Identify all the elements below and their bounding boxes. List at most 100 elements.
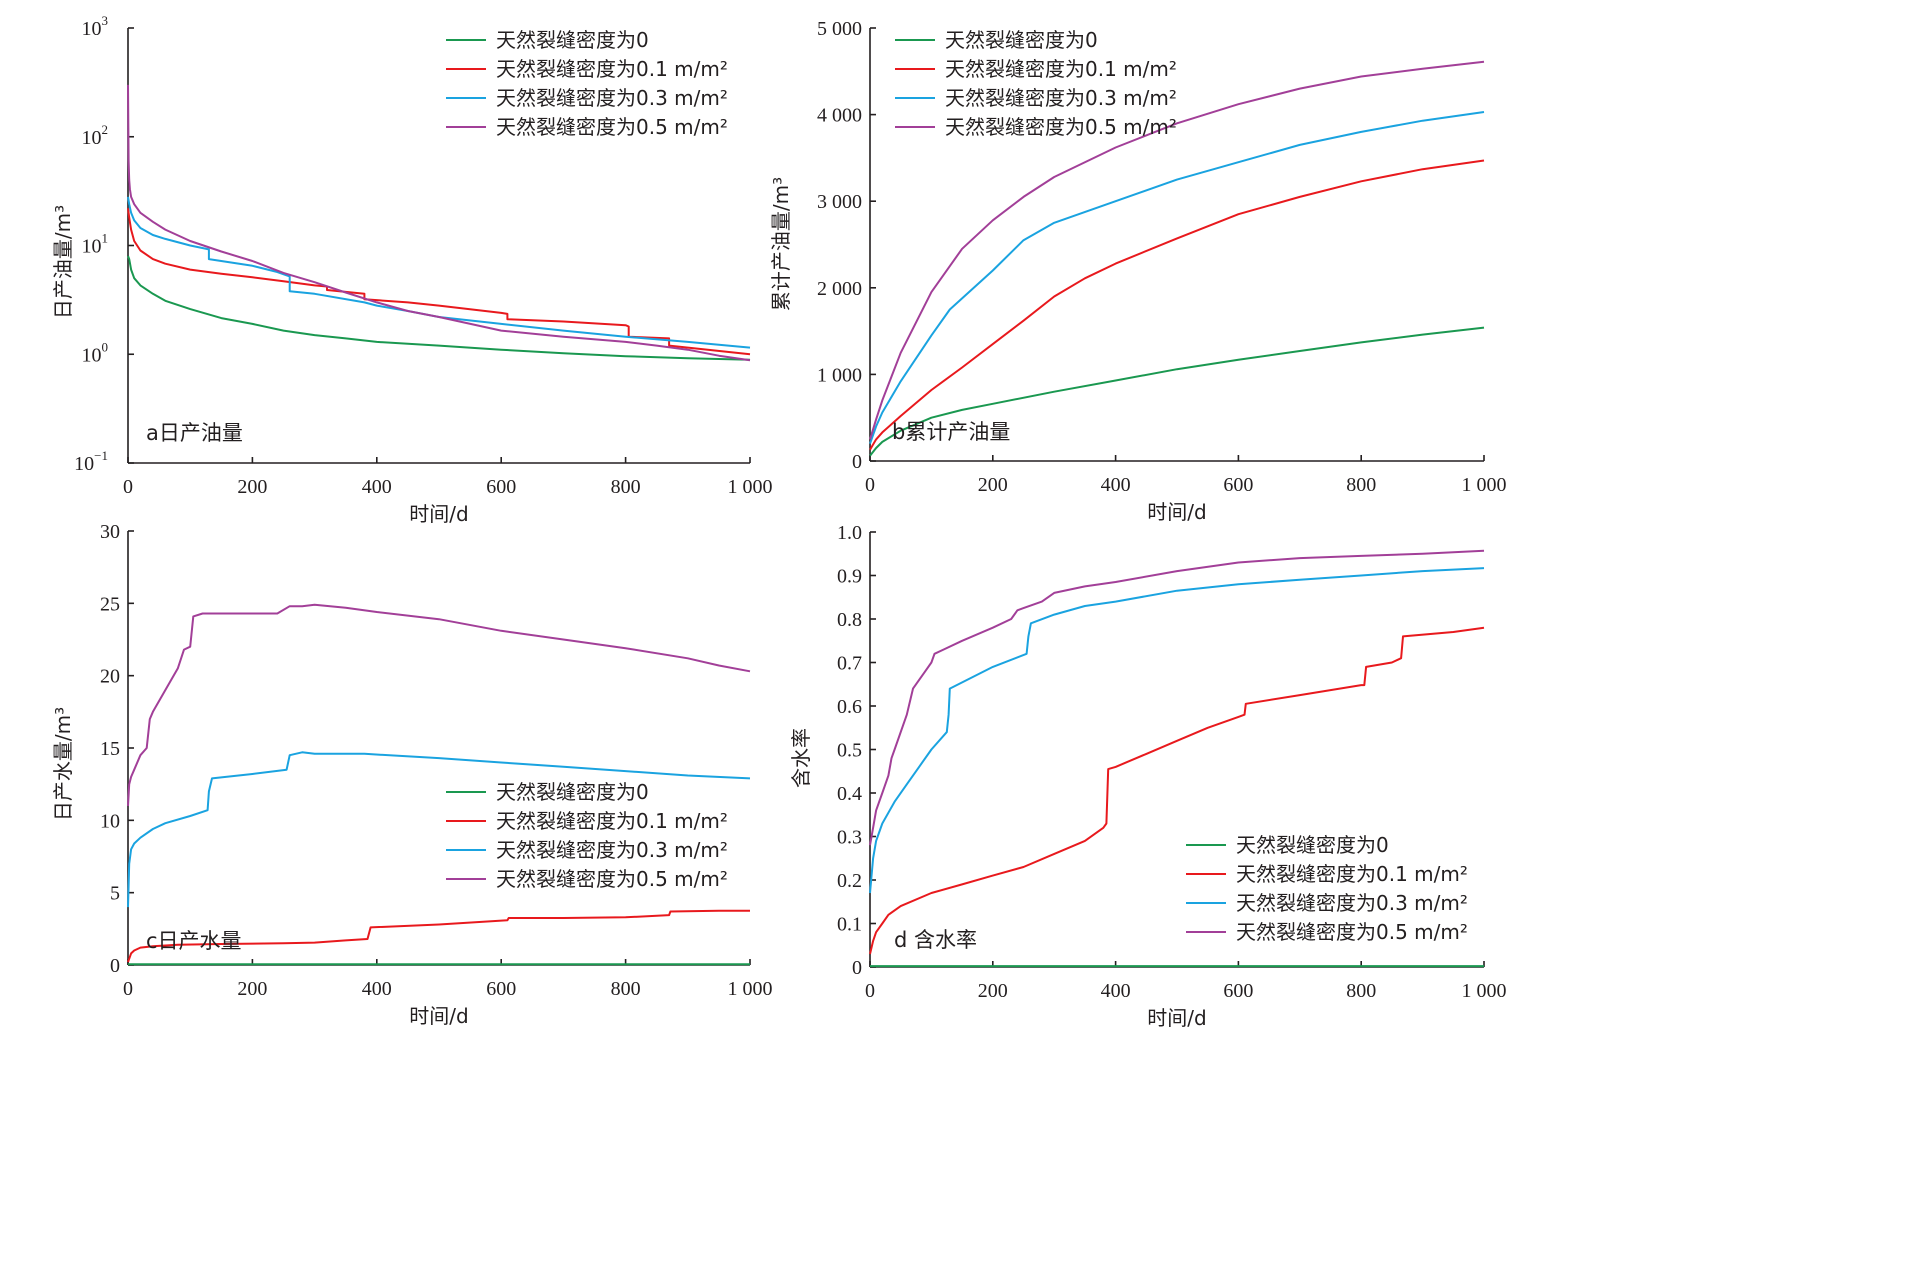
x-tick-label: 800: [1346, 980, 1376, 1002]
y-tick-base: 10: [82, 344, 102, 366]
x-tick-label: 400: [1101, 474, 1131, 496]
series-line-4: [127, 603, 751, 806]
legend-label: 天然裂缝密度为0.1 m/m²: [496, 809, 728, 833]
x-tick-label: 400: [362, 476, 392, 498]
x-tick-label: 200: [978, 474, 1008, 496]
y-tick-base: 10: [82, 127, 102, 149]
series-line-2: [127, 208, 751, 356]
x-tick-label: 1 000: [728, 476, 773, 498]
y-tick-exponent: −1: [94, 448, 108, 463]
x-tick-label: 400: [362, 978, 392, 1000]
y-tick-label: 0.5: [837, 740, 862, 762]
legend-label: 天然裂缝密度为0.5 m/m²: [496, 115, 728, 139]
legend-label: 天然裂缝密度为0.3 m/m²: [945, 86, 1177, 110]
panel-title: b累计产油量: [892, 420, 1010, 444]
y-tick-label: 5: [110, 883, 120, 905]
y-tick-label: 5 000: [817, 18, 862, 40]
x-tick-label: 0: [865, 980, 875, 1002]
legend-label: 天然裂缝密度为0.3 m/m²: [496, 838, 728, 862]
y-tick-label: 4 000: [817, 105, 862, 127]
x-tick-label: 600: [1223, 474, 1253, 496]
x-tick-label: 600: [1223, 980, 1253, 1002]
panel-b-cumulative-oil: 0 200 400 600 800 1 000 0 1 000 2 000 3 000 4 000 5…: [769, 18, 1507, 524]
y-axis-label: 日产水量/m³: [51, 707, 75, 821]
y-axis-label: 含水率: [789, 728, 813, 788]
y-tick-label: 0.9: [837, 566, 862, 588]
y-tick-label: 25: [100, 593, 120, 615]
y-tick-exponent: 1: [102, 231, 109, 246]
x-tick-label: 800: [611, 476, 641, 498]
panel-d-water-cut: 0 200 400 600 800 1 000 0 0.1 0.2 0.3 0.4 0.5 0.6 0.7…: [789, 522, 1507, 1030]
legend-label: 天然裂缝密度为0: [496, 28, 649, 52]
y-tick-base: 10: [82, 18, 102, 40]
x-tick-label: 800: [611, 978, 641, 1000]
y-tick-label: 102: [82, 122, 109, 149]
legend-label: 天然裂缝密度为0.5 m/m²: [945, 115, 1177, 139]
series-line-4: [869, 60, 1485, 440]
y-tick-exponent: 0: [102, 339, 109, 354]
x-tick-label: 200: [237, 978, 267, 1000]
x-axis-label: 时间/d: [409, 1004, 468, 1028]
series-line-3: [127, 196, 751, 349]
x-tick-label: 0: [123, 978, 133, 1000]
y-tick-base: 10: [82, 236, 102, 258]
y-tick-label: 0.6: [837, 696, 862, 718]
legend-label: 天然裂缝密度为0: [496, 780, 649, 804]
legend-label: 天然裂缝密度为0: [1236, 833, 1389, 857]
y-tick-exponent: 3: [102, 13, 109, 28]
legend-label: 天然裂缝密度为0.1 m/m²: [496, 57, 728, 81]
y-tick-label: 1.0: [837, 522, 862, 544]
legend-label: 天然裂缝密度为0.1 m/m²: [945, 57, 1177, 81]
y-tick-label: 0: [852, 957, 862, 979]
x-tick-label: 600: [486, 476, 516, 498]
y-tick-label: 0.2: [837, 870, 862, 892]
series-line-3: [869, 567, 1485, 894]
panel-title: a日产油量: [146, 421, 243, 445]
y-tick-exponent: 2: [102, 122, 109, 137]
x-tick-label: 600: [486, 978, 516, 1000]
legend-label: 天然裂缝密度为0.3 m/m²: [496, 86, 728, 110]
legend-label: 天然裂缝密度为0: [945, 28, 1098, 52]
x-tick-label: 200: [237, 476, 267, 498]
x-tick-label: 400: [1101, 980, 1131, 1002]
legend-label: 天然裂缝密度为0.5 m/m²: [1236, 920, 1468, 944]
y-tick-label: 0.3: [837, 827, 862, 849]
panel-title: c日产水量: [146, 929, 242, 953]
legend-label: 天然裂缝密度为0.3 m/m²: [1236, 891, 1468, 915]
y-axis-label: 日产油量/m³: [51, 205, 75, 319]
x-tick-label: 0: [865, 474, 875, 496]
y-tick-label: 0.4: [837, 783, 862, 805]
x-tick-label: 0: [123, 476, 133, 498]
y-tick-label: 100: [82, 339, 109, 366]
y-tick-label: 10: [100, 810, 120, 832]
x-tick-label: 1 000: [1462, 474, 1507, 496]
x-tick-label: 200: [978, 980, 1008, 1002]
series-line-3: [127, 751, 751, 908]
legend-label: 天然裂缝密度为0.1 m/m²: [1236, 862, 1468, 886]
y-tick-label: 2 000: [817, 278, 862, 300]
y-tick-label: 0.1: [837, 914, 862, 936]
x-tick-label: 1 000: [1462, 980, 1507, 1002]
y-tick-label: 0.8: [837, 609, 862, 631]
y-tick-label: 0: [852, 451, 862, 473]
series-line-1: [127, 255, 751, 361]
y-tick-label: 0: [110, 955, 120, 977]
y-tick-label: 10−1: [74, 448, 108, 475]
y-tick-label: 101: [82, 231, 109, 258]
y-tick-label: 103: [82, 13, 109, 40]
x-axis-label: 时间/d: [1147, 1006, 1206, 1030]
series-line-4: [869, 549, 1485, 846]
series-line-2: [869, 626, 1485, 955]
x-axis-label: 时间/d: [409, 502, 468, 526]
y-tick-label: 3 000: [817, 191, 862, 213]
figure: 0 200 400 600 800 1 00010−1100101102103时间/d日产…: [51, 13, 1507, 1030]
series-line-3: [869, 111, 1485, 445]
y-tick-base: 10: [74, 453, 94, 475]
panel-title: d 含水率: [894, 928, 977, 952]
y-tick-label: 15: [100, 738, 120, 760]
x-tick-label: 800: [1346, 474, 1376, 496]
y-tick-label: 1 000: [817, 364, 862, 386]
x-tick-label: 1 000: [728, 978, 773, 1000]
series-line-1: [869, 326, 1485, 457]
panel-c-daily-water: 0 200 400 600 800 1 000 0 5 10 15 20 25 30 时间/d 日产水量/m…: [51, 521, 773, 1028]
